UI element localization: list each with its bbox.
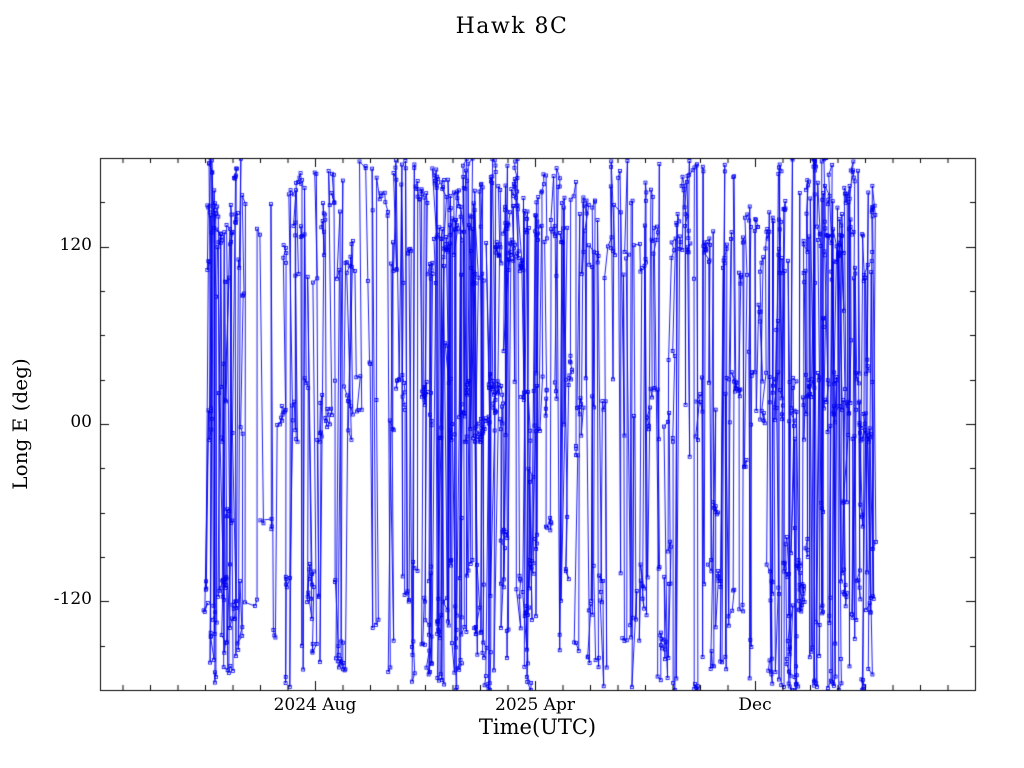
x-tick-label-dec: Dec — [738, 695, 772, 715]
x-axis-label: Time(UTC) — [478, 715, 597, 739]
y-tick-label-00: 00 — [70, 412, 92, 432]
chart-title: Hawk 8C — [455, 14, 569, 39]
x-tick-label-2025-apr: 2025 Apr — [495, 695, 575, 715]
x-tick-label-2024-aug: 2024 Aug — [273, 695, 357, 715]
y-tick-label-120: 120 — [59, 235, 92, 255]
y-tick-label-neg120: -120 — [53, 589, 92, 609]
